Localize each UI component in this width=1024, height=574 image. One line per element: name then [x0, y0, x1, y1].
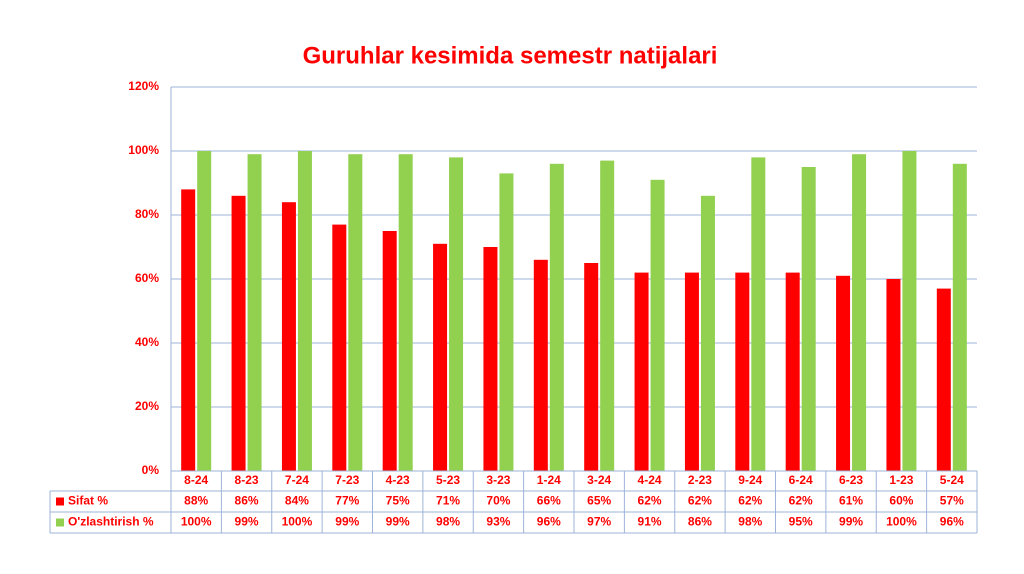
table-value: 62%	[688, 494, 712, 508]
table-value: 57%	[940, 494, 964, 508]
bar	[181, 189, 196, 471]
x-tick-label: 3-23	[486, 473, 510, 487]
bar	[801, 167, 816, 471]
table-value: 77%	[335, 494, 359, 508]
table-value: 61%	[839, 494, 863, 508]
x-tick-label: 5-24	[940, 473, 964, 487]
bar	[751, 157, 766, 471]
legend-swatch	[56, 518, 64, 527]
bar	[902, 151, 917, 471]
x-tick-label: 1-23	[889, 473, 913, 487]
x-tick-label: 9-24	[738, 473, 762, 487]
y-tick-label: 60%	[135, 271, 159, 285]
bar	[297, 151, 312, 471]
table-value: 62%	[789, 494, 813, 508]
bar	[483, 247, 498, 471]
legend-label: O'zlashtirish %	[68, 515, 154, 529]
bar	[952, 163, 967, 472]
bar	[650, 179, 665, 472]
table-value: 96%	[940, 515, 964, 529]
bar	[332, 224, 347, 471]
bar	[197, 151, 212, 471]
bar	[549, 163, 564, 472]
x-tick-label: 6-24	[789, 473, 813, 487]
bar	[936, 288, 951, 471]
x-tick-label: 8-23	[235, 473, 259, 487]
bar	[735, 272, 750, 471]
x-tick-label: 7-24	[285, 473, 309, 487]
bar	[836, 275, 851, 471]
table-value: 98%	[436, 515, 460, 529]
table-value: 71%	[436, 494, 460, 508]
table-value: 99%	[839, 515, 863, 529]
bar	[852, 154, 867, 471]
bar	[634, 272, 649, 471]
table-value: 96%	[537, 515, 561, 529]
table-value: 98%	[738, 515, 762, 529]
table-value: 70%	[486, 494, 510, 508]
x-tick-label: 8-24	[184, 473, 208, 487]
table-value: 86%	[688, 515, 712, 529]
bar	[499, 173, 514, 471]
bar	[348, 154, 363, 471]
table-value: 86%	[235, 494, 259, 508]
y-tick-label: 40%	[135, 335, 159, 349]
table-value: 100%	[282, 515, 313, 529]
table-value: 95%	[789, 515, 813, 529]
table-value: 91%	[638, 515, 662, 529]
y-tick-label: 120%	[128, 79, 159, 93]
table-value: 99%	[335, 515, 359, 529]
table-value: 100%	[886, 515, 917, 529]
legend-label: Sifat %	[68, 494, 108, 508]
bar	[398, 154, 413, 471]
bar	[785, 272, 800, 471]
table-value: 100%	[181, 515, 212, 529]
legend-swatch	[56, 497, 64, 506]
table-value: 75%	[386, 494, 410, 508]
bar	[600, 160, 615, 471]
bar	[533, 259, 548, 471]
chart-title: Guruhlar kesimida semestr natijalari	[303, 42, 718, 69]
x-tick-label: 1-24	[537, 473, 561, 487]
x-tick-label: 7-23	[335, 473, 359, 487]
bar	[584, 263, 599, 471]
table-value: 62%	[638, 494, 662, 508]
y-tick-label: 0%	[142, 463, 160, 477]
y-tick-label: 20%	[135, 399, 159, 413]
bar	[247, 154, 262, 471]
table-value: 97%	[587, 515, 611, 529]
bar	[281, 202, 296, 471]
table-value: 60%	[889, 494, 913, 508]
bar	[449, 157, 464, 471]
table-value: 99%	[386, 515, 410, 529]
x-tick-label: 2-23	[688, 473, 712, 487]
bar	[700, 195, 715, 472]
table-value: 93%	[486, 515, 510, 529]
x-tick-label: 6-23	[839, 473, 863, 487]
x-tick-label: 4-24	[638, 473, 662, 487]
x-tick-label: 5-23	[436, 473, 460, 487]
bar	[684, 272, 699, 471]
table-value: 62%	[738, 494, 762, 508]
y-tick-label: 100%	[128, 143, 159, 157]
x-tick-label: 3-24	[587, 473, 611, 487]
table-value: 66%	[537, 494, 561, 508]
bar	[886, 279, 901, 471]
y-tick-label: 80%	[135, 207, 159, 221]
bar	[433, 243, 448, 471]
table-value: 84%	[285, 494, 309, 508]
table-value: 88%	[184, 494, 208, 508]
table-value: 65%	[587, 494, 611, 508]
table-value: 99%	[235, 515, 259, 529]
bar	[231, 195, 246, 472]
bar	[382, 231, 397, 471]
x-tick-label: 4-23	[386, 473, 410, 487]
